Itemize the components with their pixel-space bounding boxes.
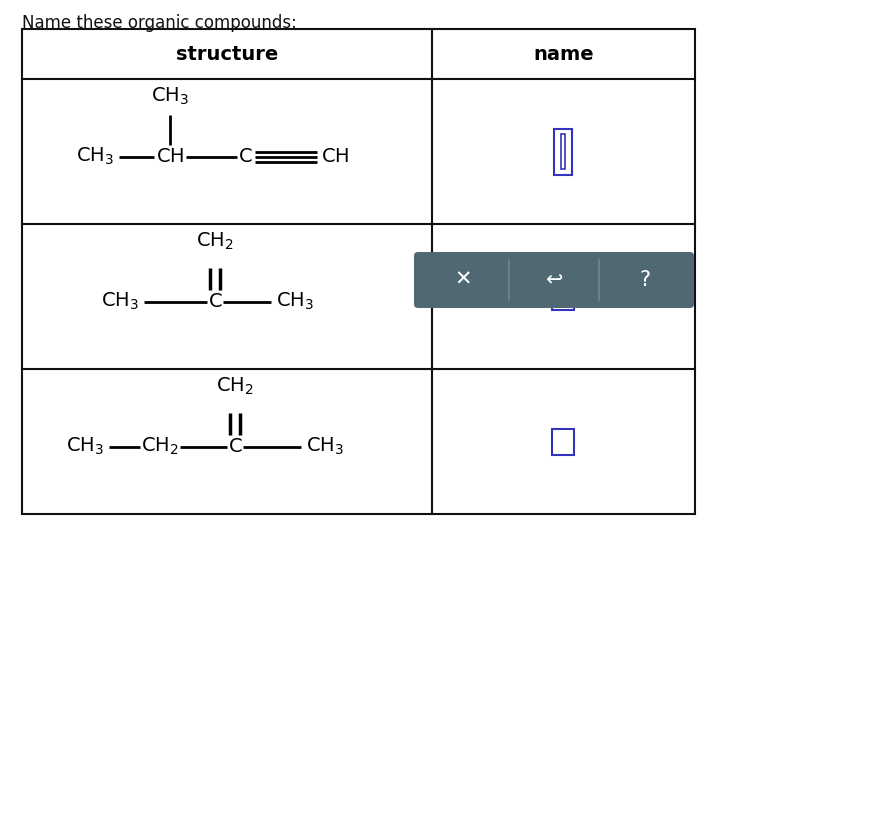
Bar — [552, 428, 574, 455]
Text: $\mathregular{CH}$: $\mathregular{CH}$ — [321, 147, 348, 166]
Text: $\mathregular{C}$: $\mathregular{C}$ — [228, 437, 242, 456]
Text: ↩: ↩ — [545, 270, 562, 290]
Text: $\mathregular{CH_3}$: $\mathregular{CH_3}$ — [275, 291, 314, 312]
Text: ?: ? — [639, 270, 649, 290]
Text: $\mathregular{CH_2}$: $\mathregular{CH_2}$ — [141, 436, 179, 457]
Text: $\mathregular{C}$: $\mathregular{C}$ — [237, 147, 252, 166]
Text: $\mathregular{CH_3}$: $\mathregular{CH_3}$ — [66, 436, 104, 457]
FancyBboxPatch shape — [414, 252, 693, 308]
Text: $\mathregular{CH_2}$: $\mathregular{CH_2}$ — [196, 231, 234, 252]
Text: $\mathregular{CH_3}$: $\mathregular{CH_3}$ — [101, 291, 139, 312]
Text: $\mathregular{CH_3}$: $\mathregular{CH_3}$ — [151, 86, 189, 107]
Text: ✕: ✕ — [454, 270, 472, 290]
Bar — [552, 283, 574, 310]
Bar — [561, 134, 565, 169]
Text: $\mathregular{CH}$: $\mathregular{CH}$ — [156, 147, 184, 166]
Text: $\mathregular{CH_2}$: $\mathregular{CH_2}$ — [216, 376, 254, 397]
Text: $\mathregular{CH_3}$: $\mathregular{CH_3}$ — [76, 146, 114, 167]
Text: $\mathregular{CH_3}$: $\mathregular{CH_3}$ — [306, 436, 343, 457]
Text: $\mathregular{C}$: $\mathregular{C}$ — [208, 292, 222, 311]
Text: name: name — [533, 44, 594, 63]
Text: Name these organic compounds:: Name these organic compounds: — [22, 14, 296, 32]
Bar — [22, 29, 694, 514]
Bar — [554, 129, 572, 175]
Text: structure: structure — [176, 44, 278, 63]
